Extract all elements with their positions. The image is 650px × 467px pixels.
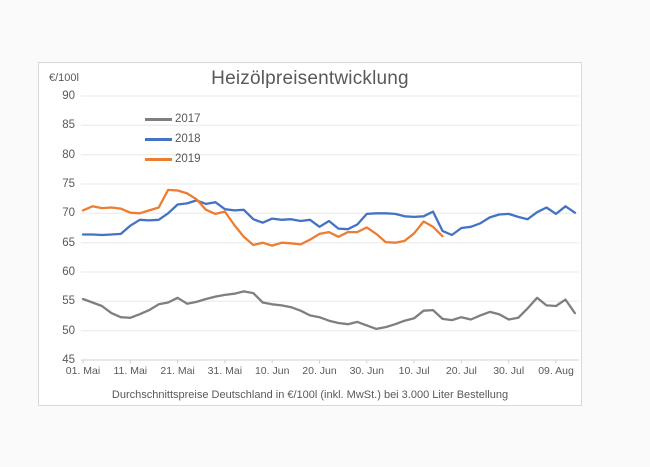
chart-title: Heizölpreisentwicklung — [211, 68, 409, 89]
legend-item-2019: 2019 — [145, 149, 201, 169]
x-tick-label: 11. Mai — [113, 365, 148, 377]
x-tick-label: 01. Mai — [65, 365, 101, 377]
y-tick-label: 55 — [62, 295, 75, 308]
legend-line-swatch-2019 — [145, 157, 172, 161]
x-tick-label: 31. Mai — [207, 365, 243, 377]
x-tick-label: 20. Jun — [302, 365, 337, 377]
chart-caption: Durchschnittspreise Deutschland in €/100… — [111, 389, 509, 401]
legend-line-swatch-2018 — [145, 137, 172, 141]
x-tick-label: 10. Jul — [398, 365, 430, 377]
x-tick-label: 09. Aug — [538, 365, 574, 377]
y-tick-label: 90 — [62, 90, 75, 102]
legend: 2017 2018 2019 — [145, 109, 201, 169]
legend-line-swatch-2017 — [145, 117, 172, 121]
x-tick-label: 30. Jun — [349, 365, 385, 377]
series-line-2017 — [81, 290, 577, 331]
y-tick-label: 70 — [62, 207, 75, 220]
y-tick-label: 80 — [62, 148, 75, 161]
series-line-2019 — [81, 188, 444, 247]
y-tick-label: 85 — [62, 119, 75, 132]
y-axis-unit-label: €/100l — [49, 72, 79, 84]
y-tick-label: 65 — [62, 236, 75, 249]
x-tick-label: 20. Jul — [445, 365, 477, 377]
x-tick-label: 21. Mai — [160, 365, 195, 377]
x-tick-label: 10. Jun — [254, 365, 290, 377]
y-tick-label: 75 — [62, 178, 75, 190]
chart-panel: Heizölpreisentwicklung €/100l 90 85 80 75 70… — [38, 62, 582, 406]
legend-label-2017: 2017 — [175, 113, 201, 125]
plot-area — [81, 95, 579, 364]
x-tick-label: 30. Jul — [493, 365, 525, 377]
legend-label-2018: 2018 — [175, 133, 201, 145]
y-tick-label: 50 — [62, 324, 75, 337]
y-tick-label: 45 — [62, 354, 75, 366]
legend-item-2017: 2017 — [145, 109, 201, 129]
legend-item-2018: 2018 — [145, 129, 201, 149]
legend-label-2019: 2019 — [175, 153, 201, 165]
series-line-2018 — [81, 199, 577, 237]
y-tick-label: 60 — [62, 266, 75, 278]
